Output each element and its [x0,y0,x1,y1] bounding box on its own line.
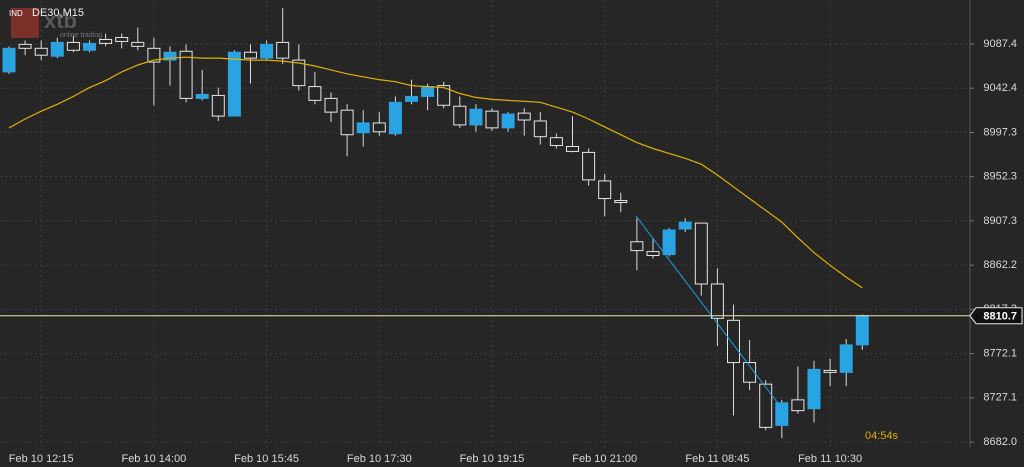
candle-body [694,222,708,285]
x-tick-label: Feb 10 15:45 [234,453,299,465]
candle-body [99,38,113,44]
y-tick-label: 9042.4 [983,82,1017,94]
candle-body [614,200,628,203]
candle-body [582,151,596,181]
candle-body [437,85,451,106]
candle-body [517,112,531,121]
candle-body [421,86,435,97]
x-tick-label: Feb 10 17:30 [347,453,412,465]
candle-body [549,137,563,147]
candle-body [678,221,692,230]
y-tick-label: 8682.0 [983,436,1017,448]
candle-body [662,229,676,256]
marks [2,8,869,439]
candle-body [727,319,740,364]
logo-badge-box [11,8,39,38]
candle-body [807,368,821,410]
logo-badge: IND [9,9,23,18]
moving-average [8,56,863,289]
candle-body [855,315,869,346]
candle-body [115,37,129,42]
candle-body [453,105,467,126]
candle-body [34,47,48,56]
candle-body [195,93,209,99]
candle-body [211,94,225,117]
logo-tagline: online trading [60,32,102,39]
candle-body [292,59,306,87]
candle-body [775,402,789,426]
candle-body [405,95,418,102]
candle-body [743,362,757,383]
candle-body [710,283,724,319]
candle-body [759,383,773,428]
candle-body [839,344,853,373]
y-tick-label: 8907.3 [983,215,1017,227]
candle-body [566,146,579,152]
y-tick-label: 8727.1 [983,392,1017,404]
chart-title: DE30,M15 [32,7,84,19]
candle-body [533,120,547,138]
candle-body [2,47,16,73]
candle-body [598,180,612,200]
candle-body [276,41,290,59]
candle-body [227,51,241,117]
candle-body [791,399,805,412]
candle-body [388,101,402,135]
trend-line [635,215,784,411]
y-tick-label: 8952.3 [983,171,1017,183]
overlay: 8810.7 [0,307,1023,325]
candle-body [179,50,193,99]
x-tick-label: Feb 10 21:00 [572,453,637,465]
candle-body [50,41,64,57]
y-tick-label: 8862.2 [983,259,1017,271]
candle-body [356,122,370,134]
countdown-timer: 04:54s [865,430,899,442]
candle-body [308,86,322,101]
y-tick-label: 9087.4 [983,38,1017,50]
candle-body [485,110,499,129]
candle-body [131,41,145,47]
x-tick-label: Feb 10 12:15 [9,453,74,465]
candle-body [244,51,257,59]
candle-body [147,47,161,63]
y-tick-label: 8772.1 [983,348,1017,360]
logo-brand: xtb [44,8,77,33]
candle-body [83,42,96,51]
price-label-box [969,307,1023,325]
candle-body [646,251,660,257]
candle-body [324,97,338,113]
candle-body [501,113,515,129]
candle-body [469,108,483,126]
candle-body [260,43,274,59]
price-label: 8810.7 [983,311,1017,323]
x-tick-label: Feb 10 19:15 [460,453,525,465]
x-tick-label: Feb 11 10:30 [798,453,862,465]
candle-body [18,43,32,49]
candle-body [66,41,80,51]
candle-body [630,241,644,252]
x-tick-label: Feb 10 14:00 [121,453,186,465]
x-tick-label: Feb 11 08:45 [685,453,749,465]
candle-body [163,51,177,61]
candle-body [340,109,354,136]
candle-body [823,369,837,373]
y-tick-label: 8997.3 [983,126,1017,138]
candle-body [372,122,386,133]
